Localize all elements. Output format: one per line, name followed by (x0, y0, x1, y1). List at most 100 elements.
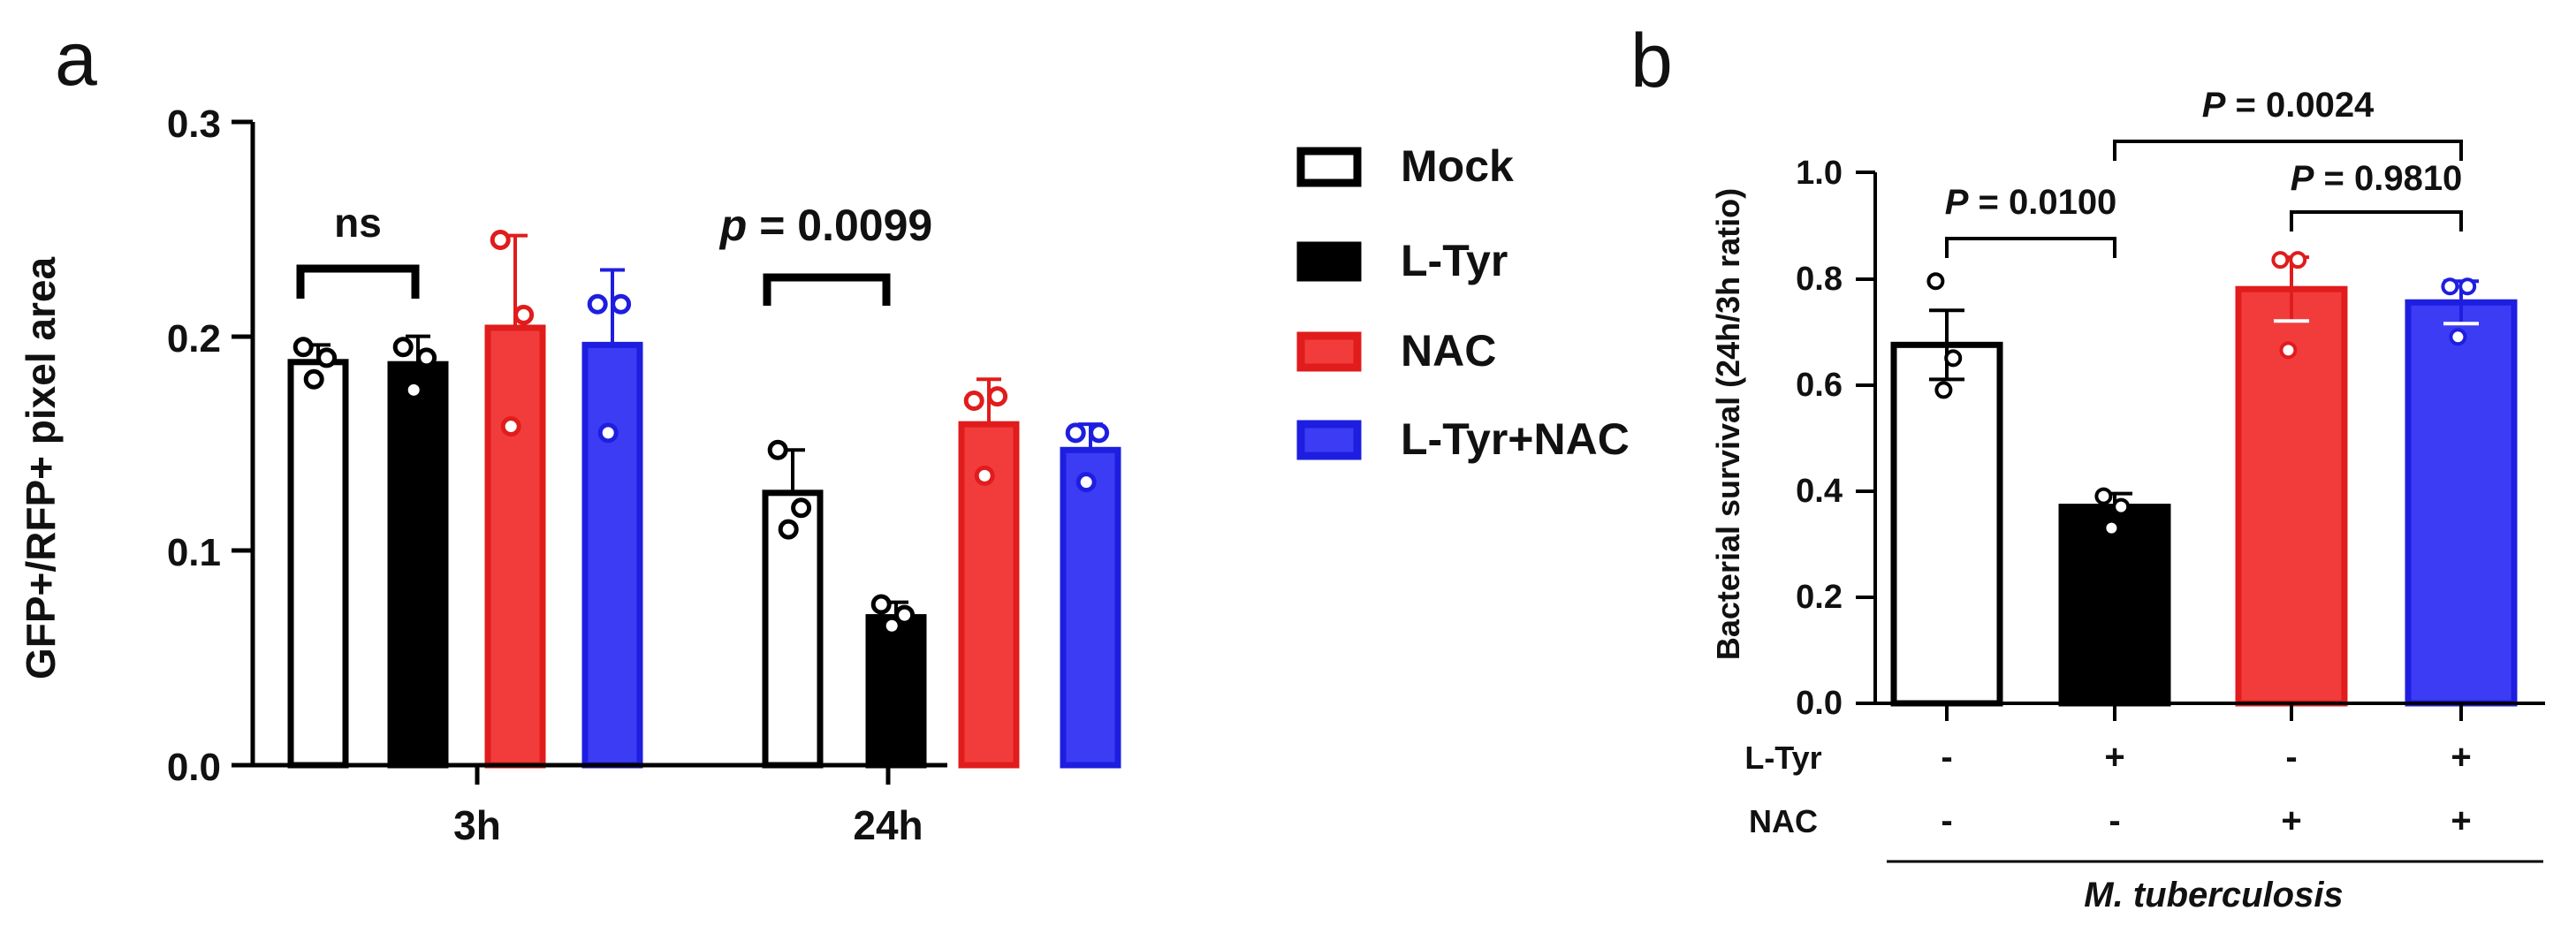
b-p-letter-2: P (2202, 86, 2226, 125)
a-sig-ns: ns (334, 200, 382, 246)
b-sign-nac-1: - (1941, 801, 1952, 840)
b-bar-mock-point-1 (1926, 272, 1945, 291)
b-ytick-label-1: 0.2 (1796, 579, 1843, 616)
a-bar-nac-24h-point-1 (963, 390, 984, 411)
a-ytick-label-1: 0.1 (167, 531, 221, 574)
b-ytick-label-5: 1.0 (1796, 155, 1843, 192)
b-bar-ltyr-point-2 (2112, 497, 2131, 516)
legend-label-ltyr: L-Tyr (1401, 236, 1508, 285)
a-bar-ltyr-3h (387, 360, 449, 769)
b-bar-ltyr-point-1 (2094, 487, 2113, 505)
b-sign-ltyr-1: - (1941, 738, 1952, 777)
b-ytick-label-0: 0.0 (1796, 685, 1843, 722)
b-p-text-1: = 0.0100 (1968, 183, 2116, 222)
legend-swatch-mock (1296, 147, 1362, 187)
legend-label-nac: NAC (1401, 326, 1496, 376)
panel-a-label: a (55, 17, 97, 102)
a-bar-ltyr-24h (865, 614, 927, 769)
b-bar-mock-point-2 (1944, 349, 1963, 368)
b-bracket-mock-vs-ltyr (1945, 237, 2116, 258)
a-bar-nac-3h-point-2 (513, 304, 535, 325)
panel-a-y-axis-label: GFP+/RFP+ pixel area (18, 257, 64, 680)
b-pvalue-0024: P = 0.0024 (2202, 86, 2375, 125)
a-bar-ltyr-24h-point-2 (894, 604, 916, 626)
b-bar-mock-point-3 (1934, 381, 1953, 399)
b-p-text-3: = 0.9810 (2314, 159, 2462, 198)
a-bar-mock-3h-point-3 (303, 368, 324, 390)
a-group-label-3h: 3h (453, 802, 501, 848)
panel-b-data-points (1926, 251, 2477, 537)
a-sig-bracket-24h (763, 273, 891, 306)
b-p-letter-1: P (1945, 183, 1969, 222)
a-bar-mock-24h-point-3 (778, 519, 799, 540)
legend-swatch-ltyrnac (1296, 420, 1362, 460)
a-bar-mock-24h-point-2 (791, 497, 812, 519)
b-p-letter-3: P (2291, 159, 2314, 198)
b-treatment-signs: - + - + - - + + (1941, 738, 2471, 840)
a-bar-ltyrnac-3h-point-1 (587, 293, 608, 315)
b-bar-mock (1890, 341, 2003, 707)
a-bar-mock-3h (287, 359, 349, 769)
a-bar-ltyrnac-24h-point-2 (1089, 422, 1110, 444)
b-organism-label: M. tuberculosis (2084, 876, 2343, 914)
a-bar-ltyrnac-3h-point-2 (611, 293, 632, 315)
b-sign-nac-3: + (2281, 801, 2301, 840)
a-sig-pvalue: p = 0.0099 (718, 201, 932, 250)
a-sig-bracket-3h (296, 264, 420, 299)
legend-swatch-nac (1296, 331, 1362, 372)
a-bar-nac-24h-point-3 (974, 465, 995, 486)
legend-label-ltyrnac: L-Tyr+NAC (1401, 414, 1630, 464)
b-sign-ltyr-3: - (2285, 738, 2297, 777)
a-bar-ltyrnac-24h-point-1 (1065, 422, 1086, 444)
a-sig-p-text: = 0.0099 (747, 201, 932, 250)
a-ytick-label-3: 0.3 (167, 102, 221, 146)
panel-a: a GFP+/RFP+ pixel area 0.0 0.1 0.2 0.3 3… (18, 17, 1630, 848)
a-ytick-label-2: 0.2 (167, 317, 221, 360)
b-row-label-ltyr: L-Tyr (1744, 740, 1821, 776)
b-bar-ltyrnac-point-2 (2458, 277, 2477, 296)
b-ytick-label-4: 0.8 (1796, 261, 1843, 298)
panel-b-error-bars (1929, 255, 2479, 507)
b-bar-nac-point-3 (2279, 341, 2298, 360)
b-sign-ltyr-2: + (2104, 738, 2124, 777)
a-bar-ltyrnac-3h-point-3 (597, 422, 619, 444)
a-bar-ltyrnac-24h (1060, 446, 1121, 769)
legend-swatch-ltyr (1296, 241, 1362, 282)
panel-b-axes (1856, 171, 2545, 721)
a-bar-nac-3h (484, 324, 546, 769)
b-sign-nac-2: - (2109, 801, 2120, 840)
a-bar-ltyr-24h-point-3 (881, 615, 902, 636)
a-bar-ltyr-3h-point-2 (416, 347, 437, 368)
legend-label-mock: Mock (1401, 141, 1514, 191)
a-bar-ltyr-3h-point-3 (403, 379, 424, 400)
b-p-text-2: = 0.0024 (2225, 86, 2375, 125)
a-bar-nac-3h-point-1 (490, 229, 511, 250)
b-row-label-nac: NAC (1749, 803, 1818, 839)
b-sign-ltyr-4: + (2451, 738, 2471, 777)
b-bracket-nac-vs-ltyrnac (2290, 210, 2463, 231)
panel-a-legend: Mock L-Tyr NAC L-Tyr+NAC (1296, 141, 1630, 464)
b-pvalue-9810: P = 0.9810 (2291, 159, 2463, 198)
a-bar-nac-24h-point-2 (987, 386, 1008, 407)
panel-b-y-tick-labels: 0.0 0.2 0.4 0.6 0.8 1.0 (1796, 155, 1843, 722)
a-bar-mock-24h-point-1 (767, 439, 788, 460)
b-bar-nac-point-1 (2271, 251, 2290, 269)
b-sign-nac-4: + (2451, 801, 2471, 840)
a-bar-ltyrnac-24h-point-3 (1075, 472, 1097, 493)
b-ytick-label-3: 0.6 (1796, 367, 1843, 404)
panel-b: b Bacterial survival (24h/3h ratio) 0.0 … (1630, 19, 2545, 914)
a-bar-mock-3h-point-1 (293, 337, 314, 358)
b-bar-ltyr-point-3 (2102, 519, 2121, 537)
b-bar-ltyrnac (2405, 299, 2518, 707)
a-sig-p-letter: p (718, 201, 748, 250)
panel-a-data-points (293, 229, 1110, 636)
b-pvalue-0100: P = 0.0100 (1945, 183, 2117, 222)
a-bar-mock-3h-point-2 (316, 347, 338, 368)
b-bracket-ltyr-vs-ltyrnac (2113, 140, 2463, 161)
b-bar-nac-point-2 (2289, 251, 2307, 269)
a-ytick-label-0: 0.0 (167, 746, 221, 789)
panel-b-bars (1890, 285, 2518, 707)
panel-b-y-axis-label: Bacterial survival (24h/3h ratio) (1710, 188, 1746, 660)
b-ytick-label-2: 0.4 (1796, 473, 1843, 510)
